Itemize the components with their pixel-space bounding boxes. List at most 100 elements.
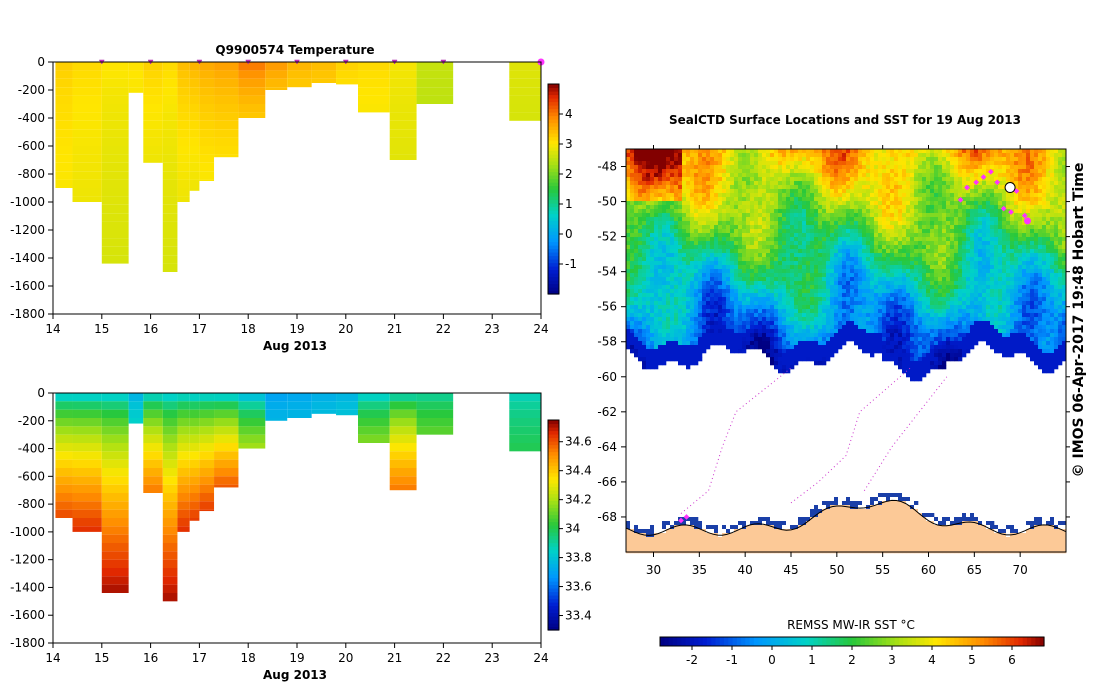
- section-cell: [162, 476, 178, 485]
- sst-cell: [938, 177, 943, 182]
- sst-cell: [982, 301, 987, 306]
- sst-cell: [658, 225, 663, 230]
- sst-cell: [794, 213, 799, 218]
- sst-cell: [642, 241, 647, 246]
- sst-cell: [726, 233, 731, 238]
- section-cell: [389, 434, 417, 443]
- sst-cell: [854, 165, 859, 170]
- sst-cell: [1034, 297, 1039, 302]
- sst-cell: [1038, 157, 1043, 162]
- sst-cell: [1042, 277, 1047, 282]
- sst-cell: [754, 189, 759, 194]
- sst-cell: [806, 189, 811, 194]
- sst-cell: [1042, 197, 1047, 202]
- colorbar-swatch: [548, 259, 559, 264]
- section-cell: [358, 95, 390, 104]
- sst-cell: [750, 229, 755, 234]
- sst-cell: [898, 149, 903, 154]
- sst-cell: [846, 257, 851, 262]
- sst-cell: [642, 277, 647, 282]
- sst-cell: [838, 157, 843, 162]
- sst-cell: [882, 261, 887, 266]
- sst-cell: [890, 157, 895, 162]
- sst-cell: [1054, 197, 1059, 202]
- sst-cell: [978, 197, 983, 202]
- sst-cell: [926, 177, 931, 182]
- sst-cell: [930, 249, 935, 254]
- sst-cell: [822, 281, 827, 286]
- sst-cell: [798, 201, 803, 206]
- sst-cell: [910, 173, 915, 178]
- sst-cell: [930, 213, 935, 218]
- colorbar-swatch: [548, 560, 559, 565]
- sst-cell: [778, 221, 783, 226]
- sst-cell: [634, 213, 639, 218]
- sst-cell: [950, 241, 955, 246]
- sst-cell: [770, 253, 775, 258]
- sst-cell: [922, 241, 927, 246]
- sst-cell: [822, 245, 827, 250]
- sst-cell: [898, 297, 903, 302]
- sst-cell: [694, 225, 699, 230]
- sst-cell: [958, 161, 963, 166]
- sst-cell: [798, 205, 803, 210]
- sst-cell: [706, 221, 711, 226]
- sst-cell: [746, 185, 751, 190]
- sst-cell: [886, 165, 891, 170]
- sst-cell: [1058, 181, 1063, 186]
- sst-cell: [850, 193, 855, 198]
- y-tick-label: -1000: [10, 195, 45, 209]
- sst-cell: [858, 197, 863, 202]
- sst-cell: [838, 245, 843, 250]
- section-cell: [55, 409, 73, 418]
- sst-cell: [754, 169, 759, 174]
- colorbar-swatch: [548, 252, 559, 257]
- section-cell: [72, 196, 102, 202]
- sst-cell: [998, 269, 1003, 274]
- section-cell: [101, 568, 129, 577]
- sst-cell: [690, 285, 695, 290]
- sst-cell: [942, 225, 947, 230]
- sst-cell: [926, 289, 931, 294]
- sst-cell: [630, 293, 635, 298]
- colorbar-tick-label: 33.8: [565, 551, 592, 565]
- sst-cell: [738, 297, 743, 302]
- sst-cell: [626, 293, 631, 298]
- sst-cell: [910, 253, 915, 258]
- sst-cell: [1034, 201, 1039, 206]
- sst-cell: [830, 265, 835, 270]
- sst-cell: [1006, 217, 1011, 222]
- sst-cell: [706, 249, 711, 254]
- sst-cell: [878, 265, 883, 270]
- sst-cell: [778, 293, 783, 298]
- sst-cell: [634, 217, 639, 222]
- sst-cell: [934, 233, 939, 238]
- sst-cell: [842, 301, 847, 306]
- sst-cell: [862, 257, 867, 262]
- sst-cell: [718, 201, 723, 206]
- sst-cell: [802, 249, 807, 254]
- sst-cell: [874, 229, 879, 234]
- sst-cell: [674, 201, 679, 206]
- sst-cell: [734, 253, 739, 258]
- section-cell: [189, 104, 200, 113]
- sst-cell: [1054, 209, 1059, 214]
- sst-cell: [974, 169, 979, 174]
- sst-cell: [722, 293, 727, 298]
- section-cell: [336, 409, 358, 416]
- sst-cell: [986, 209, 991, 214]
- sst-cell: [838, 225, 843, 230]
- sst-cell: [914, 221, 919, 226]
- sst-cell: [998, 261, 1003, 266]
- sst-cell: [810, 205, 815, 210]
- sst-cell: [778, 257, 783, 262]
- sst-cell: [718, 153, 723, 158]
- sst-cell: [882, 281, 887, 286]
- sst-cell: [638, 197, 643, 202]
- section-cell: [189, 426, 200, 435]
- colorbar-swatch: [548, 444, 559, 449]
- sst-cell: [678, 285, 683, 290]
- section-cell: [128, 78, 144, 88]
- section-cell: [101, 179, 129, 188]
- sst-cell: [1050, 153, 1055, 158]
